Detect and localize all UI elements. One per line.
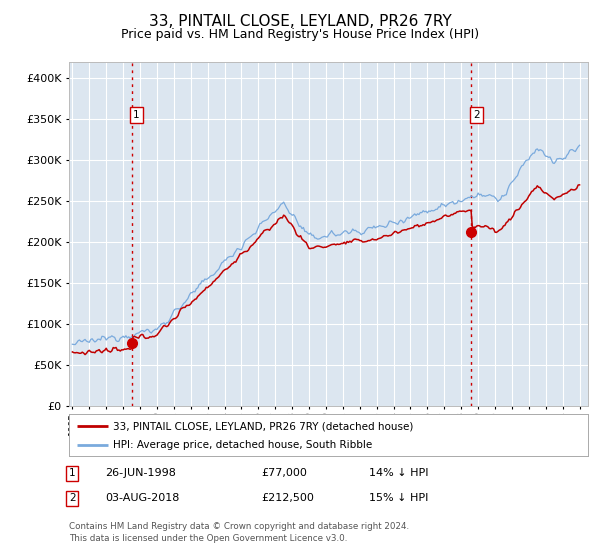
Text: Contains HM Land Registry data © Crown copyright and database right 2024.: Contains HM Land Registry data © Crown c… — [69, 522, 409, 531]
Text: 2: 2 — [473, 110, 480, 120]
Text: 33, PINTAIL CLOSE, LEYLAND, PR26 7RY (detached house): 33, PINTAIL CLOSE, LEYLAND, PR26 7RY (de… — [113, 421, 413, 431]
Text: 15% ↓ HPI: 15% ↓ HPI — [369, 493, 428, 503]
Text: 2: 2 — [69, 493, 76, 503]
Text: 1: 1 — [133, 110, 140, 120]
Text: 03-AUG-2018: 03-AUG-2018 — [105, 493, 179, 503]
Text: 1: 1 — [69, 468, 76, 478]
Text: Price paid vs. HM Land Registry's House Price Index (HPI): Price paid vs. HM Land Registry's House … — [121, 28, 479, 41]
Text: £212,500: £212,500 — [261, 493, 314, 503]
Text: 26-JUN-1998: 26-JUN-1998 — [105, 468, 176, 478]
Text: 14% ↓ HPI: 14% ↓ HPI — [369, 468, 428, 478]
Text: 33, PINTAIL CLOSE, LEYLAND, PR26 7RY: 33, PINTAIL CLOSE, LEYLAND, PR26 7RY — [149, 14, 451, 29]
Text: HPI: Average price, detached house, South Ribble: HPI: Average price, detached house, Sout… — [113, 441, 373, 450]
Text: £77,000: £77,000 — [261, 468, 307, 478]
Text: This data is licensed under the Open Government Licence v3.0.: This data is licensed under the Open Gov… — [69, 534, 347, 543]
